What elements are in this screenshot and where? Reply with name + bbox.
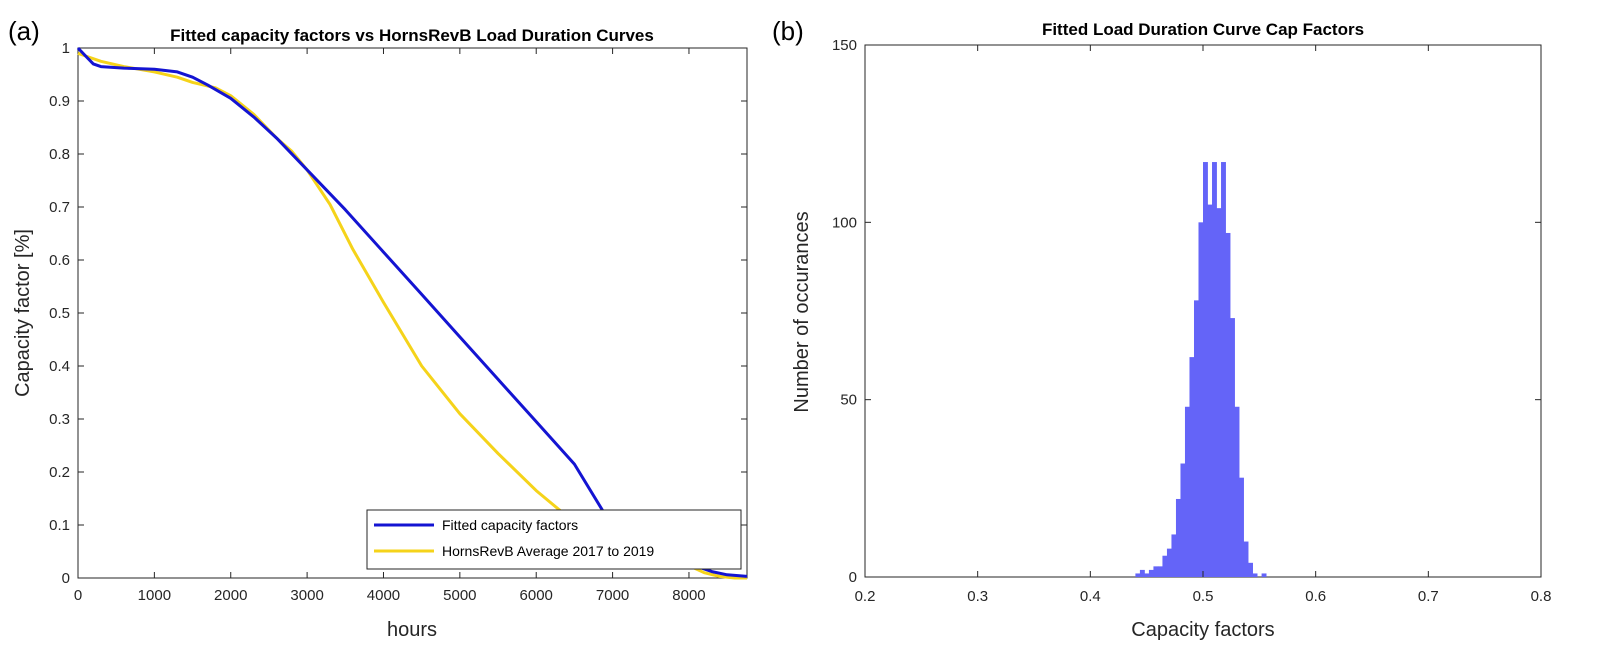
histogram-bar bbox=[1162, 555, 1168, 577]
chart-a-xlabel: hours bbox=[387, 619, 437, 641]
histogram-bar bbox=[1212, 162, 1217, 578]
chart-a-xtick-label: 6000 bbox=[520, 587, 553, 604]
legend-label-fitted: Fitted capacity factors bbox=[442, 517, 578, 533]
line-chart-panel: (a) Fitted capacity factors vs HornsRevB… bbox=[8, 16, 748, 641]
chart-b-title: Fitted Load Duration Curve Cap Factors bbox=[1042, 20, 1364, 39]
histogram-bar bbox=[1153, 566, 1159, 577]
chart-a-xtick-label: 5000 bbox=[443, 587, 476, 604]
histogram-bar bbox=[1175, 498, 1181, 577]
chart-a-ytick-label: 0 bbox=[62, 570, 70, 587]
chart-a-ytick-label: 0.9 bbox=[49, 93, 70, 110]
histogram-bar bbox=[1248, 562, 1253, 577]
chart-a-ytick-label: 0.8 bbox=[49, 146, 70, 163]
histogram-bar bbox=[1203, 162, 1208, 578]
chart-a-ylabel: Capacity factor [%] bbox=[12, 229, 34, 397]
histogram-bar bbox=[1157, 566, 1163, 577]
chart-a-plot-area bbox=[77, 47, 748, 579]
histogram-bar bbox=[1193, 300, 1199, 577]
chart-b-bars bbox=[1135, 162, 1267, 578]
histogram-bar bbox=[1189, 357, 1195, 577]
chart-a-xtick-label: 7000 bbox=[596, 587, 629, 604]
chart-a-ytick-label: 0.1 bbox=[49, 517, 70, 534]
histogram-bar bbox=[1234, 406, 1240, 577]
chart-b-xtick-label: 0.7 bbox=[1418, 588, 1439, 605]
histogram-bar bbox=[1184, 406, 1190, 577]
histogram-bar bbox=[1225, 232, 1231, 577]
chart-a-title: Fitted capacity factors vs HornsRevB Loa… bbox=[170, 26, 654, 45]
histogram-bar bbox=[1252, 573, 1258, 577]
histogram-bar bbox=[1180, 463, 1186, 577]
chart-a-xtick-label: 2000 bbox=[214, 587, 247, 604]
panel-label-a: (a) bbox=[8, 16, 40, 46]
histogram-bar bbox=[1239, 477, 1244, 577]
histogram-bar bbox=[1230, 318, 1235, 577]
chart-a-ytick-label: 0.4 bbox=[49, 358, 70, 375]
chart-b-xtick-label: 0.8 bbox=[1531, 588, 1552, 605]
histogram-bar bbox=[1216, 208, 1222, 577]
chart-a-xtick-label: 8000 bbox=[672, 587, 705, 604]
chart-b-xtick-label: 0.2 bbox=[855, 588, 876, 605]
chart-a-xtick-label: 0 bbox=[74, 587, 82, 604]
histogram-bar bbox=[1166, 548, 1172, 577]
chart-b-ticks: 0.2 0.3 0.4 0.5 0.6 0.7 0.8 0 50 100 150 bbox=[832, 37, 1551, 605]
chart-b-ytick-label: 100 bbox=[832, 214, 857, 231]
chart-a-ytick-label: 0.3 bbox=[49, 411, 70, 428]
legend-box bbox=[366, 509, 742, 570]
chart-b-ytick-label: 150 bbox=[832, 37, 857, 54]
chart-a-ytick-label: 1 bbox=[62, 40, 70, 57]
histogram-bar bbox=[1261, 573, 1267, 577]
panel-label-b: (b) bbox=[772, 16, 804, 46]
histogram-bar bbox=[1243, 541, 1249, 577]
chart-b-xtick-label: 0.6 bbox=[1305, 588, 1326, 605]
chart-b-xtick-label: 0.5 bbox=[1193, 588, 1214, 605]
chart-b-xtick-label: 0.4 bbox=[1080, 588, 1101, 605]
chart-b-ylabel: Number of occurances bbox=[791, 211, 813, 412]
histogram-bar bbox=[1139, 569, 1145, 577]
chart-a-xtick-label: 1000 bbox=[138, 587, 171, 604]
chart-a-ytick-label: 0.5 bbox=[49, 305, 70, 322]
chart-a-legend: Fitted capacity factors HornsRevB Averag… bbox=[366, 509, 742, 570]
chart-b-ytick-label: 0 bbox=[849, 569, 857, 586]
chart-a-xtick-label: 4000 bbox=[367, 587, 400, 604]
histogram-bar bbox=[1198, 222, 1204, 577]
chart-a-ytick-label: 0.2 bbox=[49, 464, 70, 481]
chart-b-ytick-label: 50 bbox=[840, 392, 857, 409]
histogram-bar bbox=[1148, 569, 1154, 577]
histogram-bar bbox=[1221, 162, 1226, 578]
chart-a-ticks: 0 1000 2000 3000 4000 5000 6000 7000 8000 0 0.1 0.2… bbox=[49, 40, 747, 604]
chart-a-ytick-label: 0.6 bbox=[49, 252, 70, 269]
histogram-bar bbox=[1207, 204, 1213, 577]
histogram-bar bbox=[1171, 534, 1177, 577]
chart-b-xlabel: Capacity factors bbox=[1131, 619, 1274, 641]
chart-b-xtick-label: 0.3 bbox=[967, 588, 988, 605]
legend-label-hornsrevb: HornsRevB Average 2017 to 2019 bbox=[442, 543, 654, 559]
histogram-panel: (b) Fitted Load Duration Curve Cap Facto… bbox=[772, 16, 1551, 641]
chart-a-ytick-label: 0.7 bbox=[49, 199, 70, 216]
histogram-bar bbox=[1135, 573, 1141, 577]
histogram-bar bbox=[1144, 573, 1150, 577]
chart-a-xtick-label: 3000 bbox=[290, 587, 323, 604]
